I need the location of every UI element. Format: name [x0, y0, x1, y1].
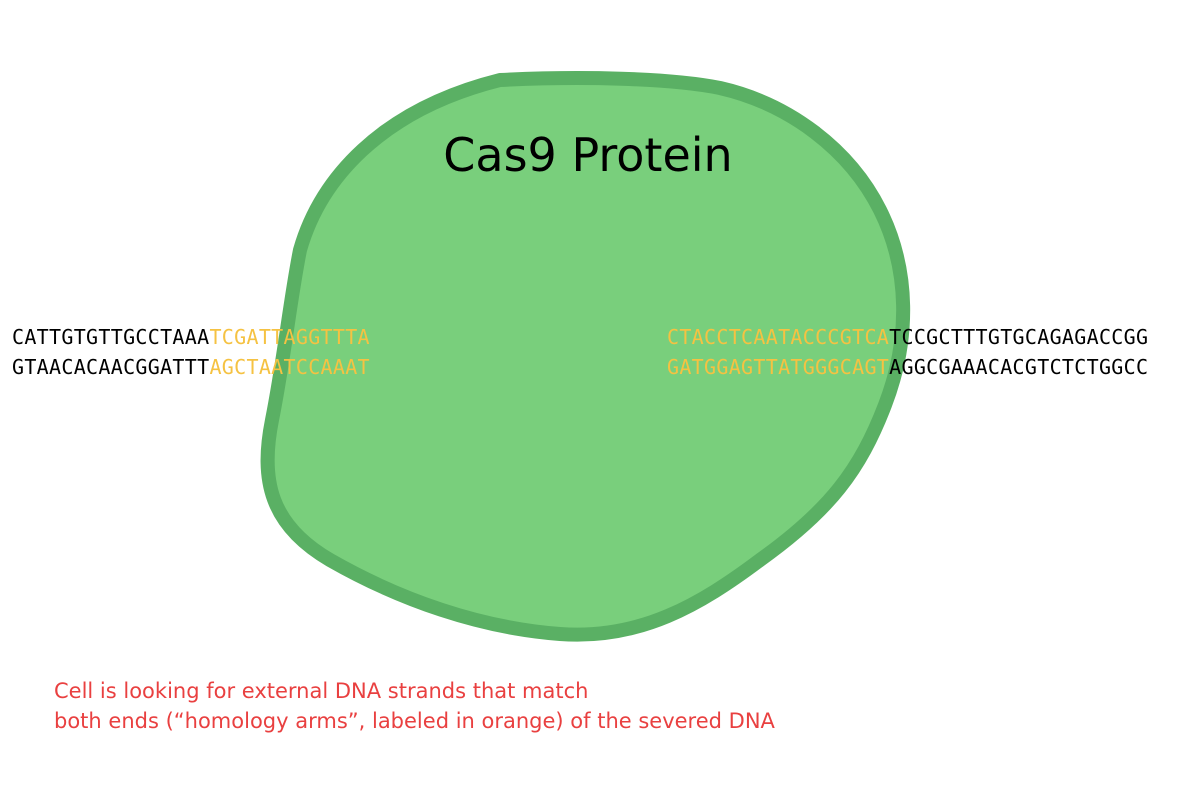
caption-text: Cell is looking for external DNA strands…: [54, 676, 775, 736]
right-dna-bottom-plain: AGGCGAAACACGTCTCTGGCC: [889, 355, 1149, 379]
right-dna-top-homology-arm: CTACCTCAATACCCGTCA: [667, 325, 890, 349]
left-dna-top-homology-arm: TCGATTAGGTTTA: [209, 325, 370, 349]
cas9-protein-body: [260, 71, 911, 642]
left-dna-bottom-homology-arm: AGCTAATCCAAAT: [209, 355, 370, 379]
left-dna-top-plain: CATTGTGTTGCCTAAA: [12, 325, 210, 349]
right-dna-top-plain: TCCGCTTTGTGCAGAGACCGG: [889, 325, 1149, 349]
right-dna-bottom-homology-arm: GATGGAGTTATGGGCAGT: [667, 355, 890, 379]
caption-line-1: Cell is looking for external DNA strands…: [54, 679, 589, 703]
left-dna-bottom-plain: GTAACACAACGGATTT: [12, 355, 210, 379]
left-dna-bottom-strand: GTAACACAACGGATTTAGCTAATCCAAAT: [12, 352, 370, 382]
right-dna-bottom-strand: GATGGAGTTATGGGCAGTAGGCGAAACACGTCTCTGGCC: [667, 352, 1148, 382]
right-dna-top-strand: CTACCTCAATACCCGTCATCCGCTTTGTGCAGAGACCGG: [667, 322, 1148, 352]
cas9-protein-label: Cas9 Protein: [443, 128, 733, 182]
caption-line-2: both ends (“homology arms”, labeled in o…: [54, 709, 775, 733]
left-dna-top-strand: CATTGTGTTGCCTAAATCGATTAGGTTTA: [12, 322, 370, 352]
